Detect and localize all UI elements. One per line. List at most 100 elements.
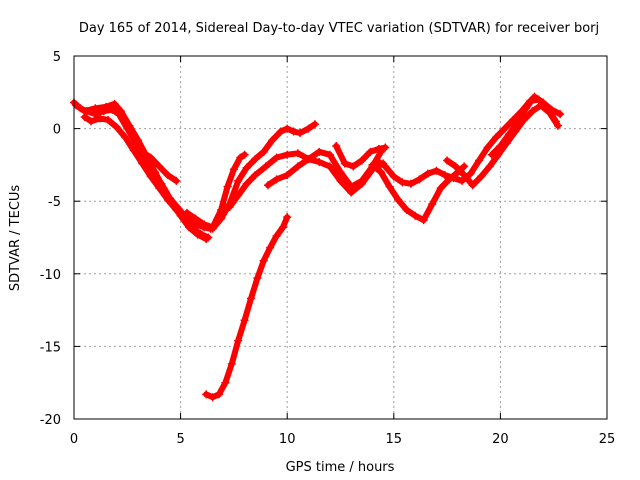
data-point xyxy=(304,155,313,164)
data-point xyxy=(266,243,275,252)
data-point xyxy=(272,232,281,241)
y-tick-label: 0 xyxy=(53,123,61,138)
data-point xyxy=(336,168,345,177)
data-point xyxy=(172,176,181,185)
data-point xyxy=(295,128,304,137)
data-point xyxy=(87,117,96,126)
data-point xyxy=(146,172,155,181)
data-point xyxy=(415,175,424,184)
data-point xyxy=(221,378,230,387)
data-point xyxy=(80,107,89,116)
data-point xyxy=(240,316,249,325)
data-point xyxy=(547,105,556,114)
data-point xyxy=(440,171,449,180)
data-point xyxy=(193,230,202,239)
data-point xyxy=(423,169,432,178)
data-point xyxy=(227,359,236,368)
series-line xyxy=(265,156,387,196)
data-point xyxy=(530,92,539,101)
data-point xyxy=(234,191,243,200)
series-line xyxy=(444,102,561,189)
data-point xyxy=(91,104,100,113)
data-point xyxy=(236,153,245,162)
data-point xyxy=(340,159,349,168)
data-point xyxy=(458,176,467,185)
data-point xyxy=(504,130,513,139)
x-axis-title: GPS time / hours xyxy=(286,460,395,475)
data-point xyxy=(283,150,292,159)
data-point xyxy=(368,160,377,169)
data-point xyxy=(182,208,191,217)
series-line xyxy=(203,214,291,401)
data-point xyxy=(315,157,324,166)
series-line xyxy=(226,148,384,210)
data-point xyxy=(151,168,160,177)
data-point xyxy=(251,171,260,180)
data-point xyxy=(398,178,407,187)
data-point xyxy=(101,102,110,111)
data-point xyxy=(483,143,492,152)
series-line xyxy=(130,140,180,184)
x-tick-label: 15 xyxy=(386,432,403,447)
data-point xyxy=(487,150,496,159)
data-point xyxy=(304,124,313,133)
data-point xyxy=(155,162,164,171)
data-point xyxy=(214,390,223,399)
data-point xyxy=(475,156,484,165)
series-arc-10 xyxy=(368,160,469,225)
data-point xyxy=(477,172,486,181)
data-point xyxy=(283,213,292,222)
x-tick-label: 20 xyxy=(492,432,509,447)
data-point xyxy=(229,165,238,174)
data-point xyxy=(336,176,345,185)
data-point xyxy=(264,181,273,190)
data-point xyxy=(217,214,226,223)
data-point xyxy=(202,390,211,399)
x-tick-label: 0 xyxy=(70,432,78,447)
data-point xyxy=(72,101,81,110)
data-point xyxy=(191,214,200,223)
data-point xyxy=(163,171,172,180)
data-point xyxy=(138,147,147,156)
data-point xyxy=(242,179,251,188)
data-point xyxy=(325,150,334,159)
x-tick-labels: 0 5 10 15 20 25 xyxy=(70,432,615,447)
data-point xyxy=(357,156,366,165)
grid xyxy=(74,56,607,419)
data-point xyxy=(223,182,232,191)
data-point xyxy=(496,142,505,151)
data-point xyxy=(146,153,155,162)
data-point xyxy=(385,182,394,191)
data-point xyxy=(443,156,452,165)
series-layer xyxy=(70,92,565,402)
x-tick-label: 5 xyxy=(176,432,184,447)
data-point xyxy=(112,123,121,132)
data-point xyxy=(349,162,358,171)
data-point xyxy=(347,188,356,197)
data-point xyxy=(95,114,104,123)
data-point xyxy=(283,124,292,133)
series-arc-4 xyxy=(129,139,181,185)
data-point xyxy=(129,139,138,148)
data-point xyxy=(261,162,270,171)
series-arc-8 xyxy=(264,155,388,197)
data-point xyxy=(259,256,268,265)
data-point xyxy=(246,294,255,303)
series-line xyxy=(369,161,468,224)
data-point xyxy=(521,104,530,113)
data-point xyxy=(104,115,113,124)
data-point xyxy=(460,162,469,171)
data-point xyxy=(234,336,243,345)
series-arc-6 xyxy=(208,120,319,233)
data-point xyxy=(374,144,383,153)
data-point xyxy=(253,274,262,283)
data-point xyxy=(513,118,522,127)
x-tick-label: 25 xyxy=(599,432,616,447)
data-point xyxy=(121,133,130,142)
data-point xyxy=(411,211,420,220)
data-point xyxy=(225,203,234,212)
data-point xyxy=(372,156,381,165)
y-tick-label: -10 xyxy=(40,268,61,283)
data-point xyxy=(234,176,243,185)
